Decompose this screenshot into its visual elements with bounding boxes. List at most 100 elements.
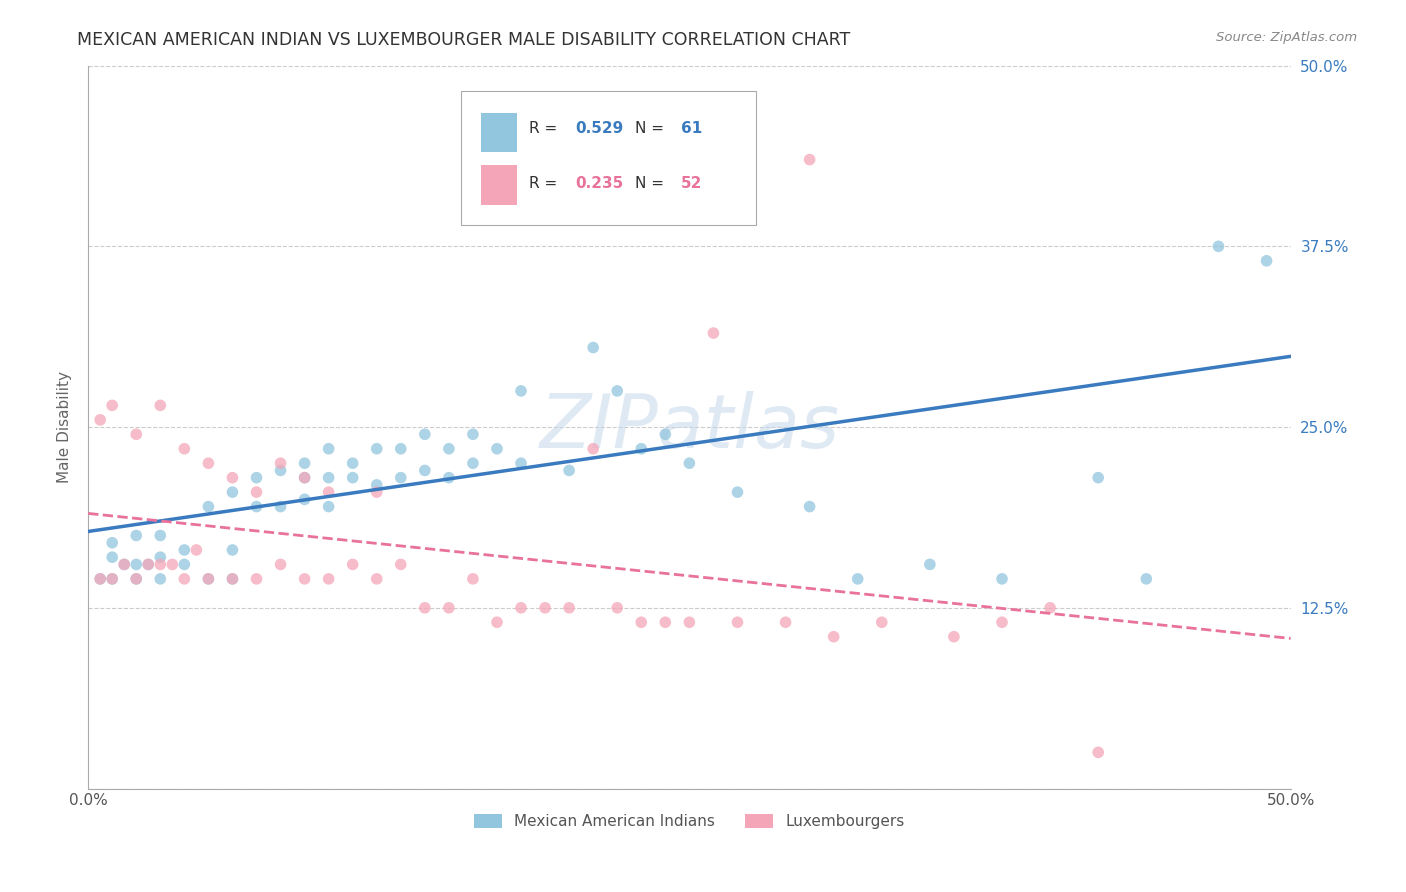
Text: Source: ZipAtlas.com: Source: ZipAtlas.com: [1216, 31, 1357, 45]
Point: [654, 427, 676, 442]
Point: [136, 558, 159, 572]
Point: [437, 600, 460, 615]
Point: [294, 456, 316, 470]
Point: [799, 500, 821, 514]
Point: [173, 442, 195, 456]
Point: [89, 572, 111, 586]
Text: 52: 52: [681, 176, 703, 191]
Point: [125, 558, 148, 572]
Point: [823, 630, 845, 644]
Point: [389, 442, 412, 456]
Point: [366, 572, 388, 586]
Point: [125, 528, 148, 542]
Text: R =: R =: [530, 176, 562, 191]
Point: [101, 535, 124, 549]
Point: [654, 123, 676, 137]
Point: [389, 471, 412, 485]
Point: [461, 572, 484, 586]
Point: [630, 442, 652, 456]
Point: [294, 572, 316, 586]
Point: [149, 558, 172, 572]
Text: R =: R =: [530, 121, 562, 136]
Point: [582, 341, 605, 355]
Point: [245, 572, 267, 586]
Point: [366, 442, 388, 456]
Point: [366, 485, 388, 500]
Point: [149, 528, 172, 542]
Point: [942, 630, 965, 644]
Point: [1087, 471, 1109, 485]
Point: [125, 572, 148, 586]
Point: [437, 442, 460, 456]
Point: [318, 442, 340, 456]
Text: N =: N =: [636, 176, 669, 191]
Point: [510, 456, 533, 470]
Point: [870, 615, 893, 630]
Text: 61: 61: [681, 121, 702, 136]
Point: [413, 600, 436, 615]
Point: [558, 463, 581, 477]
Point: [510, 384, 533, 398]
Point: [136, 558, 159, 572]
Point: [461, 427, 484, 442]
Text: N =: N =: [636, 121, 669, 136]
Point: [197, 572, 219, 586]
Point: [89, 413, 111, 427]
Point: [197, 572, 219, 586]
Point: [485, 615, 508, 630]
Point: [125, 427, 148, 442]
Point: [294, 471, 316, 485]
Point: [101, 398, 124, 412]
Point: [846, 572, 869, 586]
Point: [112, 558, 135, 572]
Point: [461, 456, 484, 470]
Point: [799, 153, 821, 167]
Point: [727, 615, 749, 630]
Point: [149, 398, 172, 412]
Point: [245, 485, 267, 500]
Point: [413, 427, 436, 442]
Point: [89, 572, 111, 586]
Point: [534, 600, 557, 615]
Point: [342, 471, 364, 485]
Point: [342, 558, 364, 572]
Point: [173, 558, 195, 572]
Point: [678, 456, 700, 470]
Point: [318, 471, 340, 485]
Point: [318, 500, 340, 514]
Point: [991, 572, 1014, 586]
Point: [654, 615, 676, 630]
Point: [582, 442, 605, 456]
Point: [101, 572, 124, 586]
Point: [558, 600, 581, 615]
Text: 0.529: 0.529: [575, 121, 623, 136]
Point: [727, 485, 749, 500]
Point: [294, 492, 316, 507]
Point: [1256, 253, 1278, 268]
Point: [221, 572, 243, 586]
Point: [702, 326, 724, 340]
Text: MEXICAN AMERICAN INDIAN VS LUXEMBOURGER MALE DISABILITY CORRELATION CHART: MEXICAN AMERICAN INDIAN VS LUXEMBOURGER …: [77, 31, 851, 49]
Point: [510, 600, 533, 615]
Point: [162, 558, 184, 572]
Point: [245, 471, 267, 485]
Point: [1135, 572, 1157, 586]
Point: [197, 500, 219, 514]
Point: [1208, 239, 1230, 253]
Point: [678, 615, 700, 630]
Point: [125, 572, 148, 586]
Point: [606, 600, 628, 615]
FancyBboxPatch shape: [481, 165, 517, 205]
Point: [221, 543, 243, 558]
Point: [318, 485, 340, 500]
Legend: Mexican American Indians, Luxembourgers: Mexican American Indians, Luxembourgers: [468, 808, 911, 835]
Point: [991, 615, 1014, 630]
Text: 0.235: 0.235: [575, 176, 623, 191]
Point: [606, 384, 628, 398]
Point: [630, 615, 652, 630]
Point: [270, 456, 292, 470]
Point: [186, 543, 208, 558]
Point: [197, 456, 219, 470]
Point: [485, 442, 508, 456]
Point: [606, 116, 628, 130]
